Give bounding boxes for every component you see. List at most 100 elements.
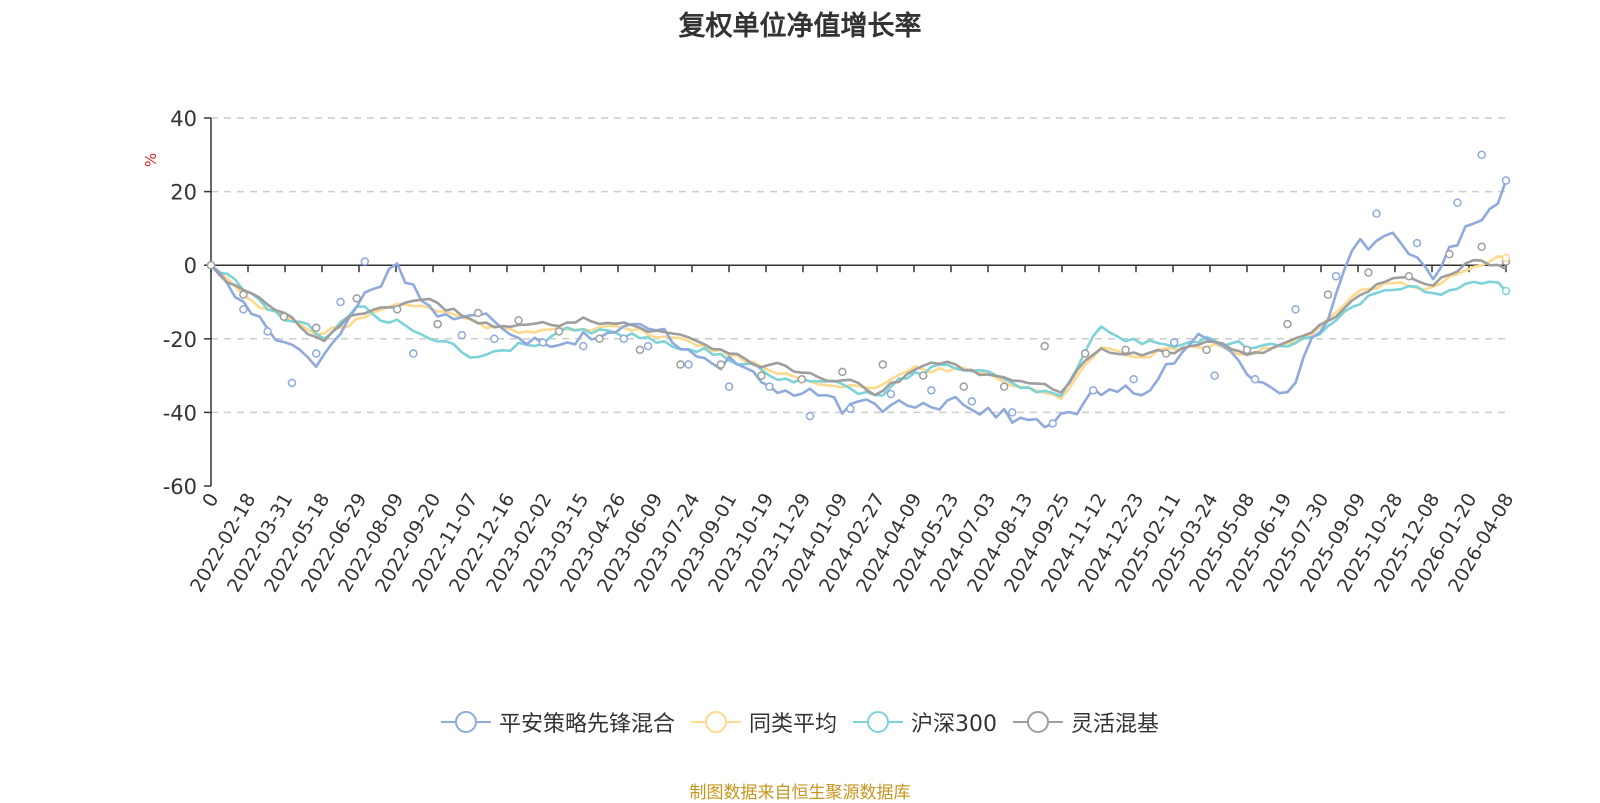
series-point	[360, 257, 370, 266]
chart-title: 复权单位净值增长率	[678, 11, 922, 42]
legend-label: 同类平均	[748, 712, 837, 737]
series-point	[1202, 345, 1211, 355]
legend-line-circle-icon	[853, 711, 903, 733]
series-line-4	[210, 258, 1507, 397]
series-point	[1372, 209, 1381, 218]
series-point	[554, 327, 564, 336]
series-point	[643, 341, 653, 351]
series-point	[757, 371, 766, 380]
series-point	[619, 334, 629, 344]
series-point	[538, 338, 548, 347]
series-point	[1088, 386, 1098, 395]
series-end-point	[1501, 286, 1511, 296]
legend-label: 沪深300	[911, 712, 997, 737]
series-point	[724, 382, 734, 391]
series-point	[579, 341, 588, 351]
series-point	[1501, 176, 1511, 185]
series-point	[959, 382, 968, 391]
series-point	[490, 334, 499, 344]
legend-label: 平安策略先锋混合	[498, 712, 675, 737]
series-point	[595, 334, 604, 344]
series-point	[1008, 408, 1017, 417]
series-point	[927, 386, 936, 395]
series-point	[1250, 375, 1260, 384]
series-point	[433, 319, 442, 329]
series-point	[1453, 198, 1462, 207]
series-point	[1048, 419, 1057, 428]
y-axis-unit-label: %	[142, 153, 160, 167]
series-point	[239, 305, 248, 314]
series-point	[919, 371, 928, 380]
legend-item-series-2[interactable]: 同类平均	[690, 706, 837, 738]
series-point	[1323, 290, 1333, 299]
series-point	[1161, 349, 1171, 358]
legend-line-circle-icon	[440, 711, 491, 733]
series-point	[684, 360, 693, 369]
y-tick-label: -40	[163, 401, 197, 425]
series-point	[846, 404, 855, 413]
series-point	[805, 411, 815, 421]
legend-line-circle-icon	[1013, 711, 1063, 733]
series-point	[1040, 341, 1049, 351]
series-point	[409, 349, 418, 358]
series-point	[473, 308, 483, 318]
series-point	[765, 382, 774, 391]
series-point	[1477, 242, 1486, 252]
series-point	[1129, 375, 1138, 384]
series-point	[716, 360, 726, 369]
legend-label: 灵活混基	[1071, 712, 1160, 737]
series-point	[311, 349, 321, 358]
series-line-3	[210, 264, 1507, 398]
series-point	[1477, 150, 1486, 160]
x-tick-label: 0	[198, 490, 223, 511]
y-tick-label: 40	[170, 107, 197, 131]
series-point	[311, 323, 321, 333]
series-point	[263, 327, 272, 336]
y-tick-label: -20	[163, 328, 197, 352]
series-point	[1210, 371, 1219, 380]
series-end-point	[1501, 253, 1511, 263]
series-point	[1080, 349, 1090, 358]
series-layer	[210, 180, 1508, 429]
series-point	[1291, 305, 1300, 314]
series-point	[967, 397, 977, 406]
series-point	[287, 378, 297, 388]
marker-layer	[206, 150, 1511, 428]
axis-layer: 40200-20-40-6002022-02-182022-03-312022-…	[163, 107, 1519, 596]
series-point	[1445, 249, 1454, 259]
series-point	[878, 360, 888, 369]
legend-line-circle-icon	[690, 711, 741, 733]
series-point	[1169, 338, 1179, 347]
series-point	[457, 330, 467, 340]
legend-item-series-4[interactable]: 灵活混基	[1013, 706, 1159, 738]
series-point	[336, 297, 345, 307]
series-point	[838, 367, 847, 377]
series-point	[635, 345, 645, 355]
series-point	[1404, 271, 1414, 281]
series-point	[999, 382, 1009, 391]
series-point	[279, 312, 289, 321]
series-point	[1121, 345, 1130, 355]
series-point	[239, 290, 248, 299]
series-point	[352, 294, 361, 303]
series-point	[514, 316, 523, 325]
series-point	[1412, 238, 1422, 248]
series-point	[1364, 268, 1373, 277]
series-point	[1331, 271, 1341, 281]
legend-item-series-1[interactable]: 平安策略先锋混合	[440, 706, 675, 738]
legend-item-series-3[interactable]: 沪深300	[853, 706, 997, 738]
series-point	[392, 305, 402, 314]
series-line-1	[210, 180, 1508, 429]
series-point	[1283, 319, 1292, 329]
source-note: 制图数据来自恒生聚源数据库	[689, 783, 911, 803]
series-point	[797, 375, 807, 384]
series-point	[1242, 345, 1252, 355]
series-point	[676, 360, 685, 369]
series-point	[206, 260, 216, 270]
series-line-2	[210, 254, 1507, 401]
grid-layer	[211, 117, 1506, 414]
y-tick-label: -60	[163, 475, 197, 499]
y-tick-label: 0	[184, 254, 197, 278]
series-point	[886, 389, 896, 399]
